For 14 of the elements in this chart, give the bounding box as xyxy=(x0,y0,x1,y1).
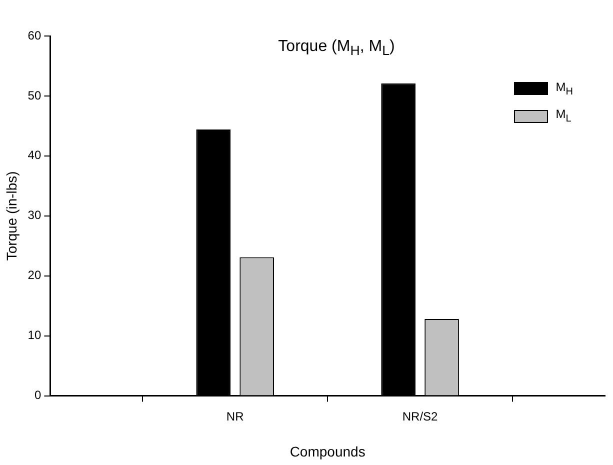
y-tick-label: 0 xyxy=(34,388,42,402)
y-tick-label: 30 xyxy=(28,208,42,222)
y-axis-title: Torque (in-lbs) xyxy=(3,171,20,261)
x-axis-title: Compounds xyxy=(290,443,366,460)
x-tick-label: NR xyxy=(226,409,244,424)
legend-label: M$_{L}$ xyxy=(556,107,572,125)
y-tick-label: 60 xyxy=(28,28,42,42)
x-tick-label: NR/S2 xyxy=(402,409,438,424)
y-tick-label: 50 xyxy=(28,88,42,102)
chart-title: Torque (M$_{H}$, M$_{L}$) xyxy=(277,38,396,58)
y-tick-label: 20 xyxy=(28,268,42,282)
legend-label: M$_{H}$ xyxy=(556,80,573,98)
y-tick-label: 10 xyxy=(28,328,42,342)
y-tick-label: 40 xyxy=(28,148,42,162)
